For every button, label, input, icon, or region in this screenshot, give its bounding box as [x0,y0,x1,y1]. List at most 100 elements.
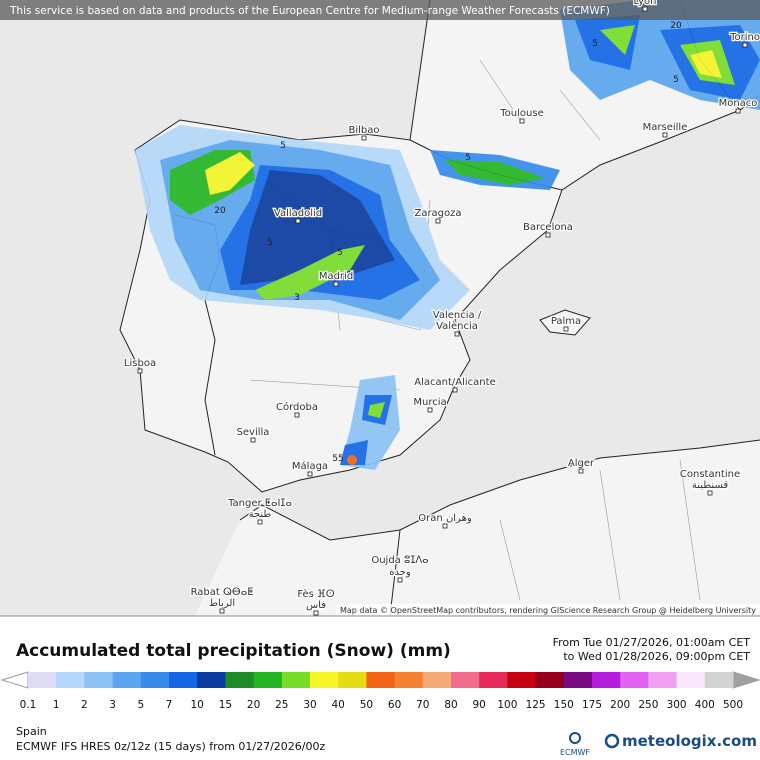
colorbar-swatch [225,672,255,688]
colorbar-swatch [140,672,170,688]
city-dot [742,42,748,48]
colorbar-label: 70 [416,699,429,711]
city-dot [250,437,256,443]
colorbar-label: 10 [191,699,204,711]
city-label: Fès ⴼⵙ [297,588,334,600]
contour-label: 5 [267,238,273,248]
region: Spain [16,725,47,738]
city-dot [295,218,301,224]
city-dot [662,132,668,138]
africa-coast [239,439,760,541]
city-label: Zaragoza [414,208,461,219]
city-label: Rabat ⵕⴱⴰⵟ [191,587,254,598]
colorbar-over [732,671,760,689]
colorbar-swatch [648,672,678,688]
colorbar-label: 20 [247,699,260,711]
model-info: ECMWF IFS HRES 0z/12z (15 days) from 01/… [16,740,326,753]
colorbar-label: 100 [497,699,517,711]
colorbar-under [0,671,29,689]
coastline [119,0,760,493]
africa-land [195,440,760,616]
contour-label: 3 [294,293,300,303]
contour-label: 5 [280,141,286,151]
date-from: From Tue 01/27/2026, 01:00am CET [553,636,751,649]
colorbar-label: 40 [332,699,345,711]
colorbar-swatch [28,672,57,688]
colorbar-label: 200 [610,699,630,711]
colorbar-label: 5 [137,699,144,711]
contour-label: 5 [592,39,598,49]
colorbar-label: 30 [303,699,316,711]
city-dot [735,108,741,114]
contour-label: 55 [332,454,343,464]
city-dot [137,368,143,374]
contour-label: 20 [670,21,682,31]
colorbar-swatch [451,672,480,688]
colorbar-swatch [676,672,706,688]
colorbar-swatch [507,672,537,688]
ecmwf-logo: ECMWF [560,748,590,757]
precipitation [135,0,760,470]
colorbar-label: 2 [81,699,88,711]
city-dot [545,232,551,238]
colorbar-label: 0.1 [20,699,37,711]
city-label: الرباط [209,598,235,609]
city-label: Murcia [413,397,446,408]
brand-icon [604,733,620,749]
contour-label: 5 [337,248,343,258]
mallorca [539,309,591,336]
colorbar-label: 25 [275,699,288,711]
europe-land [120,0,760,492]
city-label: Monaco [719,98,758,109]
city-dot [519,118,525,124]
city-dot [707,490,713,496]
city-dot [442,523,448,529]
colorbar-swatch [592,672,621,688]
city-dot [219,608,225,614]
city-dot [257,519,263,525]
city-label: Palma [551,316,581,327]
colorbar-swatch [338,672,367,688]
city-label: València [436,320,478,332]
city-label: Valladolid [274,208,322,219]
banner: This service is based on data and produc… [9,5,610,17]
city-label: Tanger ⵟⴰⵏⵊⴰ [227,498,292,509]
colorbar-label: 7 [166,699,173,711]
colorbar-swatch [366,672,396,688]
city-dot [578,468,584,474]
city-dot [563,326,569,332]
city-label: Córdoba [276,401,318,413]
city-label: Valencia / [433,310,482,321]
colorbar-label: 400 [695,699,715,711]
city-label: Toulouse [499,108,543,119]
colorbar-label: 90 [473,699,486,711]
city-label: Alger [568,458,595,469]
city-dot [333,281,339,287]
colorbar-swatch [394,672,424,688]
colorbar-swatch [281,672,311,688]
city-dot [307,471,313,477]
city-label: Lyon [633,0,656,7]
colorbar-swatch [56,672,85,688]
colorbar-label: 300 [667,699,687,711]
city-label: Lisboa [124,358,156,369]
city-label: Barcelona [523,222,573,233]
city-label: Sevilla [237,427,270,438]
colorbar-label: 175 [582,699,602,711]
city-dot [361,135,367,141]
brand: meteologix.com [622,732,757,750]
colorbar-label: 15 [219,699,232,711]
colorbar-label: 125 [526,699,546,711]
colorbar-swatch [197,672,226,688]
city-label: Marseille [643,122,688,133]
city-label: Constantine [680,469,740,480]
attribution: Map data © OpenStreetMap contributors, r… [340,606,756,615]
city-dot [397,577,403,583]
colorbar-swatch [535,672,565,688]
colorbar-swatch [84,672,114,688]
colorbar-label: 3 [109,699,116,711]
city-dot [435,218,441,224]
colorbar-swatch [253,672,283,688]
banner-bg [0,0,760,20]
